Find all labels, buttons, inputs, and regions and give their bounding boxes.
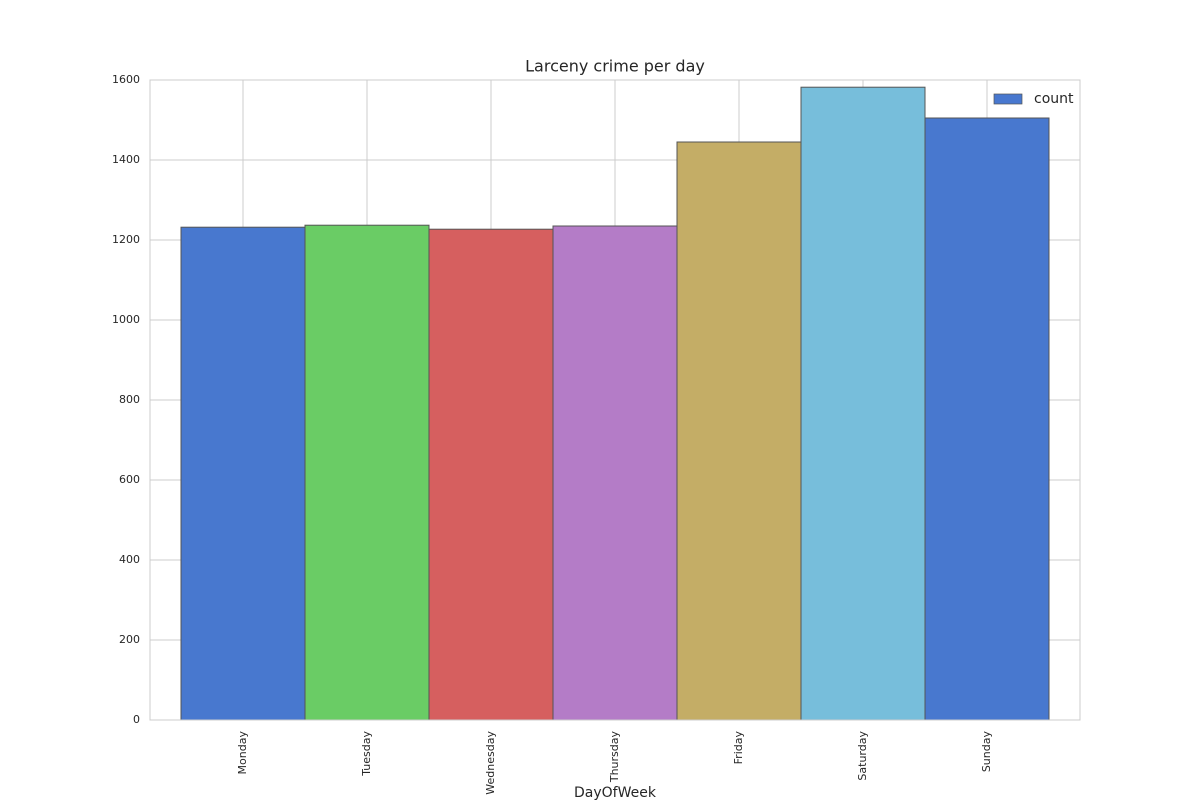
x-tick-label: Monday <box>236 731 249 775</box>
bar <box>924 117 1050 721</box>
legend-label: count <box>1034 91 1074 107</box>
x-tick-label: Thursday <box>608 731 621 784</box>
x-tick-label: Sunday <box>980 731 993 773</box>
x-axis-label: DayOfWeek <box>574 785 657 800</box>
x-tick-label: Tuesday <box>360 731 373 777</box>
x-tick-label: Saturday <box>856 731 869 781</box>
y-tick-label: 1200 <box>112 233 140 246</box>
y-tick-label: 800 <box>119 393 140 406</box>
plot-frame <box>149 79 1081 721</box>
x-tick-label: Wednesday <box>484 731 497 795</box>
y-tick-label: 1000 <box>112 313 140 326</box>
y-tick-label: 400 <box>119 553 140 566</box>
bar <box>676 141 802 721</box>
y-tick-label: 0 <box>133 713 140 726</box>
bar <box>428 228 554 721</box>
legend-swatch <box>993 93 1023 105</box>
bar <box>800 86 926 721</box>
y-tick-label: 200 <box>119 633 140 646</box>
bar <box>304 224 430 721</box>
bar <box>552 225 678 721</box>
bar <box>180 226 306 721</box>
y-tick-label: 1600 <box>112 73 140 86</box>
y-tick-label: 1400 <box>112 153 140 166</box>
chart-title: Larceny crime per day <box>525 57 705 76</box>
x-tick-label: Friday <box>732 731 745 765</box>
y-tick-label: 600 <box>119 473 140 486</box>
